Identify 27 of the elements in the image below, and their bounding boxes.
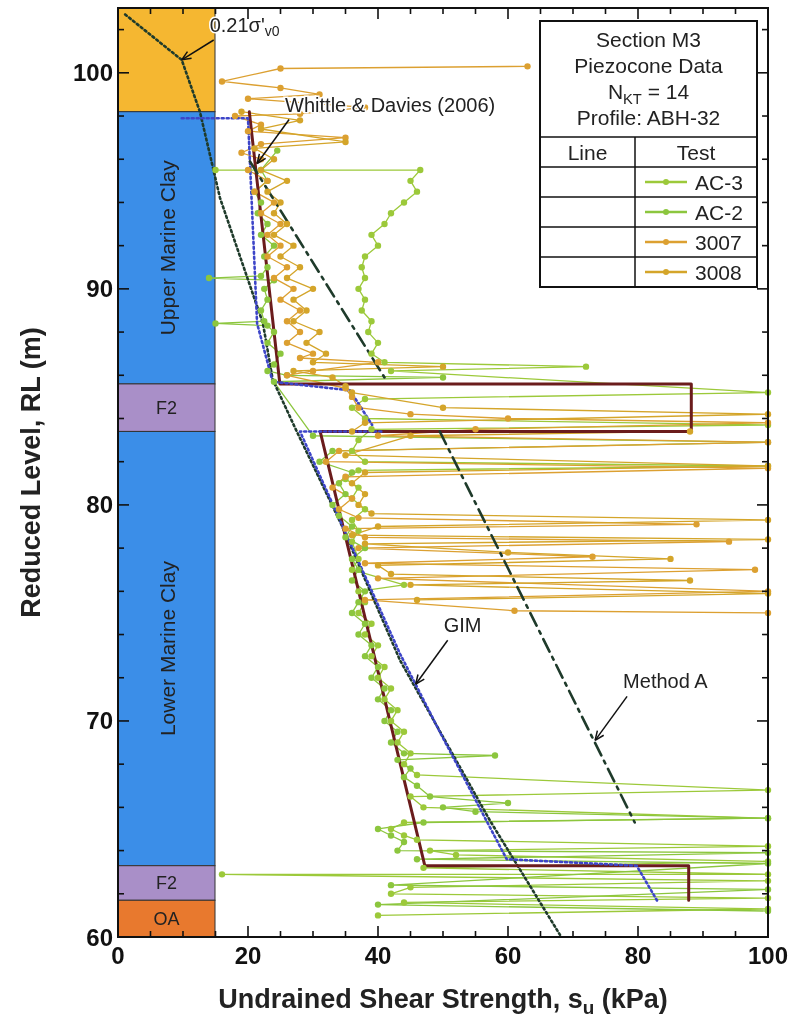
y-tick-label: 80 [86, 491, 113, 519]
annotation: GIM [443, 614, 482, 637]
legend-label: 3008 [695, 260, 742, 284]
band-label: Upper Marine Clay [155, 159, 178, 336]
band-label: Lower Marine Clay [155, 560, 178, 737]
x-tick-label: 0 [111, 942, 125, 969]
y-axis-title: Reduced Level, RL (m) [16, 327, 46, 618]
band-label: F2 [155, 397, 178, 418]
annotation: Line [567, 140, 608, 164]
annotation: Test [676, 140, 716, 164]
y-tick-label: 100 [72, 59, 113, 87]
x-tick-label: 60 [494, 942, 522, 969]
annotation: Method A [623, 670, 709, 693]
legend-label: AC-3 [695, 170, 743, 194]
legend-title: Section M3 Piezocone Data N$_{KT}$ = 14 Profile: ABH-32 [574, 28, 723, 129]
x-axis-title: Undrained Shear Strength, s$_{u}$ (kPa) [218, 984, 668, 1018]
x-tick-label: 40 [364, 942, 392, 969]
x-tick-label: 80 [624, 942, 652, 969]
x-tick-label: 100 [747, 942, 789, 969]
legend-label: AC-2 [695, 200, 743, 224]
y-tick-label: 90 [86, 275, 113, 303]
legend-label: 3007 [695, 230, 742, 254]
band-label: F2 [155, 872, 178, 893]
x-tick-label: 20 [234, 942, 262, 969]
band-label: OA [153, 908, 180, 929]
y-tick-label: 70 [86, 707, 113, 735]
y-tick-label: 60 [86, 923, 113, 951]
